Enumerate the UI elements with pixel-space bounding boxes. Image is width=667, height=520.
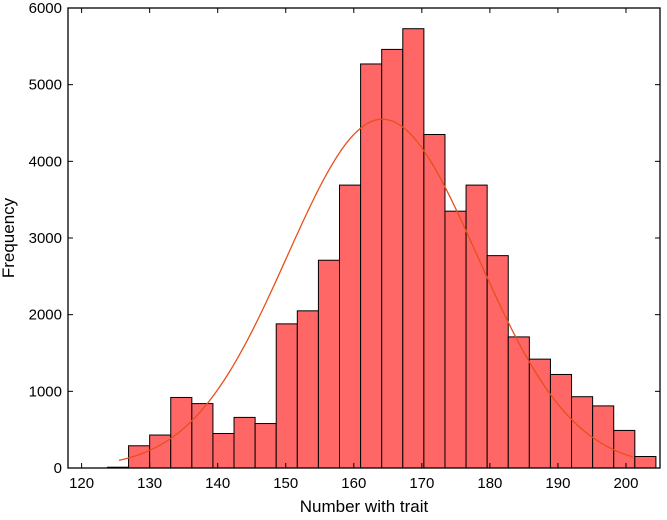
histogram-bar <box>571 396 594 469</box>
histogram-bar <box>275 323 298 469</box>
x-tick-label: 140 <box>205 475 230 492</box>
histogram-bar <box>592 405 615 469</box>
y-tick-label: 0 <box>54 460 62 477</box>
y-tick-label: 3000 <box>29 230 62 247</box>
histogram-bar <box>360 63 383 469</box>
histogram-bar <box>254 423 277 469</box>
y-tick-label: 1000 <box>29 383 62 400</box>
histogram-bar <box>634 456 657 469</box>
normal-fit-curve <box>118 118 633 461</box>
y-axis-ticks: 0 1000 2000 3000 4000 5000 6000 <box>29 0 660 477</box>
x-tick-label: 180 <box>477 475 502 492</box>
y-axis-label: Frequency <box>0 197 18 278</box>
x-tick-label: 150 <box>273 475 298 492</box>
histogram-bar <box>402 28 425 469</box>
histogram-bar <box>212 433 235 469</box>
y-tick-label: 2000 <box>29 307 62 324</box>
histogram-bars <box>106 28 657 469</box>
x-tick-label: 160 <box>341 475 366 492</box>
histogram-bar <box>549 373 573 469</box>
x-axis-label: Number with trait <box>300 497 429 516</box>
x-axis-ticks: 120 130 140 150 160 170 180 190 200 <box>69 8 638 492</box>
histogram-bar <box>233 416 256 469</box>
histogram-bar <box>191 403 214 469</box>
y-tick-label: 4000 <box>29 153 62 170</box>
histogram-bar <box>317 259 341 469</box>
histogram-bar <box>423 134 446 469</box>
histogram-bar <box>444 210 467 469</box>
histogram-bar <box>339 184 362 469</box>
x-tick-label: 190 <box>545 475 570 492</box>
histogram-bar <box>528 358 551 469</box>
x-tick-label: 170 <box>409 475 434 492</box>
histogram-bar <box>170 396 193 469</box>
x-tick-label: 120 <box>69 475 94 492</box>
histogram-bar <box>486 255 509 469</box>
x-tick-label: 200 <box>613 475 638 492</box>
y-tick-label: 6000 <box>29 0 62 17</box>
histogram-bar <box>381 48 404 469</box>
histogram-bar <box>296 310 319 469</box>
x-tick-label: 130 <box>137 475 162 492</box>
histogram-bar <box>613 429 636 469</box>
histogram-bar <box>465 184 488 469</box>
y-tick-label: 5000 <box>29 77 62 94</box>
